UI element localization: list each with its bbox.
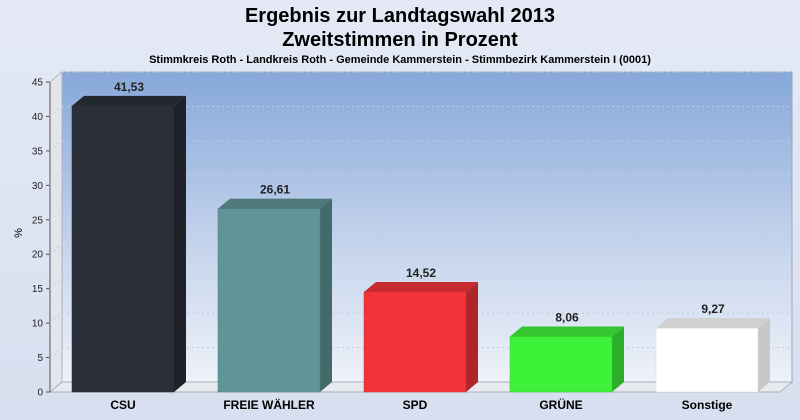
y-tick-label: 45 xyxy=(32,78,44,89)
bar-csu xyxy=(71,95,186,393)
y-tick-label: 30 xyxy=(32,181,44,192)
y-tick-label: 25 xyxy=(32,215,44,226)
bar-front xyxy=(217,208,321,393)
x-tick-label: GRÜNE xyxy=(539,397,582,412)
bar-value-label: 8,06 xyxy=(555,310,579,324)
x-tick-label: SPD xyxy=(403,398,428,412)
chart-caption: Stimmkreis Roth - Landkreis Roth - Gemei… xyxy=(149,54,651,66)
bar-top xyxy=(364,281,478,292)
x-tick-label: FREIE WÄHLER xyxy=(223,397,315,412)
bar-value-label: 41,53 xyxy=(114,80,144,94)
bar-front xyxy=(655,327,759,393)
bar-sonstige xyxy=(655,318,770,393)
bar-front xyxy=(71,105,175,393)
chart-title: Ergebnis zur Landtagswahl 2013 xyxy=(244,5,556,27)
y-tick-label: 35 xyxy=(32,146,44,157)
bar-side xyxy=(612,326,624,392)
y-axis-label: % xyxy=(13,228,25,238)
bar-spd xyxy=(363,281,478,393)
bar-value-label: 14,52 xyxy=(406,266,436,280)
bar-top xyxy=(218,198,332,209)
y-tick-label: 10 xyxy=(32,319,44,330)
bar-side xyxy=(758,318,770,392)
bar-top xyxy=(72,95,186,106)
y-tick-label: 0 xyxy=(37,388,43,399)
chart-subtitle: Zweitstimmen in Prozent xyxy=(282,29,518,51)
bar-value-label: 9,27 xyxy=(701,302,725,316)
bar-front xyxy=(363,291,467,393)
bar-value-label: 26,61 xyxy=(260,183,290,197)
y-tick-label: 40 xyxy=(32,112,44,123)
plot-side-wall xyxy=(49,70,63,394)
x-tick-label: CSU xyxy=(110,398,135,412)
bar-front xyxy=(509,336,613,393)
bar-side xyxy=(174,95,186,392)
bar-gr-ne xyxy=(509,326,624,393)
x-tick-label: Sonstige xyxy=(682,398,733,412)
bar-side xyxy=(320,198,332,392)
y-tick-label: 20 xyxy=(32,250,44,261)
y-tick-label: 15 xyxy=(32,284,44,295)
bar-top xyxy=(656,318,770,329)
bar-freie-w-hler xyxy=(217,198,332,393)
bar-side xyxy=(466,281,478,392)
bar-top xyxy=(510,326,624,337)
y-tick-label: 5 xyxy=(37,353,43,364)
